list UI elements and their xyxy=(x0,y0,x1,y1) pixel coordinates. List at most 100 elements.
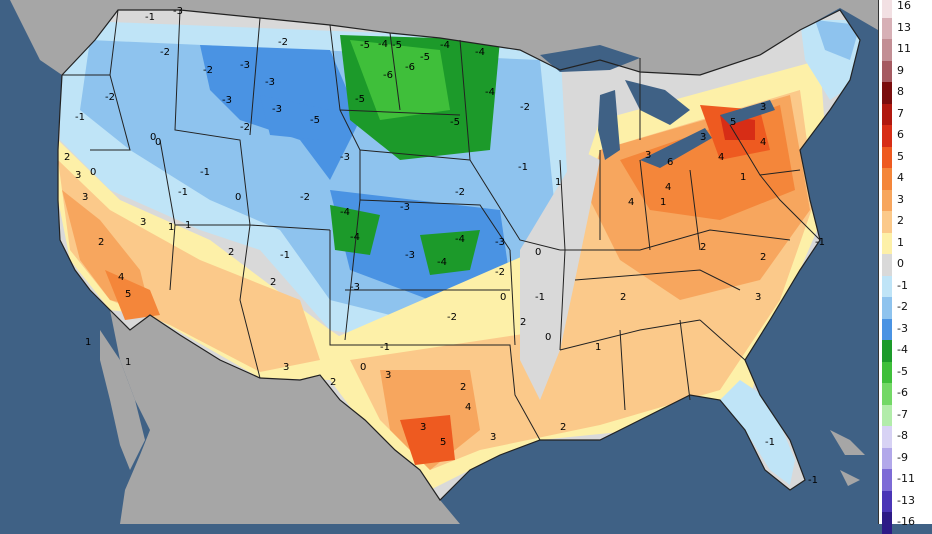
anomaly-value-label: 1 xyxy=(555,177,561,188)
legend-row: 1 xyxy=(879,232,932,254)
legend-row: 16 xyxy=(879,0,932,18)
legend-swatch xyxy=(882,340,892,362)
anomaly-value-label: 3 xyxy=(385,370,391,381)
anomaly-value-label: 0 xyxy=(535,247,541,258)
anomaly-labels: -3 -3 -3 -3 -3 -3 -3 -3 -3 -3 -2 -2 -2 -2 -2 -2 -2 -2 -2 -2… xyxy=(64,6,825,486)
anomaly-value-label: 0 xyxy=(155,137,161,148)
legend-swatch xyxy=(882,146,892,168)
legend-label: 9 xyxy=(897,63,904,77)
anomaly-value-label: -2 xyxy=(105,92,115,103)
legend-row: 2 xyxy=(879,211,932,233)
anomaly-value-label: -5 xyxy=(450,117,460,128)
anomaly-value-label: 3 xyxy=(755,292,761,303)
legend-swatch xyxy=(882,404,892,426)
anomaly-value-label: -2 xyxy=(278,37,288,48)
legend-label: 3 xyxy=(897,192,904,206)
legend-row: -11 xyxy=(879,469,932,491)
legend-row: 9 xyxy=(879,60,932,82)
weather-map: -3 -3 -3 -3 -3 -3 -3 -3 -3 -3 -2 -2 -2 -2 -2 -2 -2 -2 -2 -2… xyxy=(0,0,878,524)
legend-row: -8 xyxy=(879,426,932,448)
legend-label: -5 xyxy=(897,364,908,378)
great-lakes xyxy=(540,45,775,168)
legend-swatch xyxy=(882,0,892,18)
legend-swatch xyxy=(882,232,892,254)
legend-row: -5 xyxy=(879,361,932,383)
anomaly-value-label: -4 xyxy=(350,232,360,243)
anomaly-value-label: -1 xyxy=(75,112,85,123)
legend-swatch xyxy=(882,361,892,383)
anomaly-value-label: 3 xyxy=(760,102,766,113)
legend-row: 8 xyxy=(879,82,932,104)
legend-label: 4 xyxy=(897,171,904,184)
legend-swatch xyxy=(882,82,892,104)
anomaly-value-label: 2 xyxy=(460,382,466,393)
anomaly-value-label: 3 xyxy=(645,150,651,161)
anomaly-value-label: -2 xyxy=(300,192,310,203)
legend: 16 13 11 9 8 7 6 5 4 3 2 1 0 -1 -2 -3 -4 -5 -6 -7 -8 -9 -11 -13… xyxy=(878,0,932,534)
anomaly-value-label: 2 xyxy=(270,277,276,288)
legend-swatch xyxy=(882,103,892,125)
anomaly-value-label: 4 xyxy=(118,272,124,283)
legend-label: 7 xyxy=(897,106,904,120)
legend-label: -7 xyxy=(897,407,908,421)
anomaly-value-label: 2 xyxy=(520,317,526,328)
anomaly-value-label: -6 xyxy=(405,62,415,73)
legend-label: -4 xyxy=(897,343,908,356)
anomaly-value-label: 3 xyxy=(490,432,496,443)
anomaly-value-label: -3 xyxy=(173,6,183,17)
legend-label: -3 xyxy=(897,321,908,335)
anomaly-value-label: 1 xyxy=(168,222,174,233)
anomaly-value-label: -3 xyxy=(272,104,282,115)
anomaly-value-label: 1 xyxy=(125,357,131,368)
anomaly-value-label: 3 xyxy=(75,170,81,181)
legend-swatch xyxy=(882,447,892,469)
anomaly-value-label: 2 xyxy=(98,237,104,248)
anomaly-value-label: 1 xyxy=(740,172,746,183)
anomaly-value-label: 4 xyxy=(628,197,634,208)
legend-label: 1 xyxy=(897,235,904,249)
anomaly-value-label: 5 xyxy=(125,289,131,300)
anomaly-value-label: -1 xyxy=(518,162,528,173)
legend-swatch xyxy=(882,254,892,276)
legend-swatch xyxy=(882,168,892,190)
legend-label: -11 xyxy=(897,472,915,485)
legend-label: 8 xyxy=(897,85,904,98)
anomaly-value-label: -2 xyxy=(520,102,530,113)
anomaly-value-label: -2 xyxy=(447,312,457,323)
anomaly-value-label: -3 xyxy=(350,282,360,293)
legend-swatch xyxy=(882,189,892,211)
anomaly-value-label: 4 xyxy=(665,182,671,193)
anomaly-value-label: 0 xyxy=(545,332,551,343)
anomaly-value-label: 0 xyxy=(90,167,96,178)
map-canvas: -3 -3 -3 -3 -3 -3 -3 -3 -3 -3 -2 -2 -2 -2 -2 -2 -2 -2 -2 -2… xyxy=(0,0,878,524)
anomaly-value-label: 2 xyxy=(620,292,626,303)
legend-swatch xyxy=(882,39,892,61)
legend-row: -3 xyxy=(879,318,932,340)
anomaly-value-label: 0 xyxy=(235,192,241,203)
legend-row: 4 xyxy=(879,168,932,190)
legend-row: 13 xyxy=(879,17,932,39)
legend-row: 5 xyxy=(879,146,932,168)
legend-row: -7 xyxy=(879,404,932,426)
anomaly-value-label: 6 xyxy=(667,157,673,168)
legend-row: 3 xyxy=(879,189,932,211)
anomaly-value-label: 1 xyxy=(185,220,191,231)
legend-swatch xyxy=(882,125,892,147)
anomaly-value-label: 5 xyxy=(730,117,736,128)
anomaly-value-label: -4 xyxy=(437,257,447,268)
legend-row: -6 xyxy=(879,383,932,405)
legend-row: -13 xyxy=(879,490,932,512)
legend-row: -1 xyxy=(879,275,932,297)
legend-row: 6 xyxy=(879,125,932,147)
anomaly-value-label: -5 xyxy=(392,40,402,51)
anomaly-value-label: -2 xyxy=(495,267,505,278)
anomaly-value-label: -3 xyxy=(222,95,232,106)
anomaly-value-label: -2 xyxy=(240,122,250,133)
us-outline xyxy=(57,9,861,501)
legend-swatch xyxy=(882,318,892,340)
anomaly-value-label: -2 xyxy=(160,47,170,58)
legend-row: 11 xyxy=(879,39,932,61)
legend-row: -4 xyxy=(879,340,932,362)
anomaly-value-label: -2 xyxy=(203,65,213,76)
legend-swatch xyxy=(882,512,892,534)
